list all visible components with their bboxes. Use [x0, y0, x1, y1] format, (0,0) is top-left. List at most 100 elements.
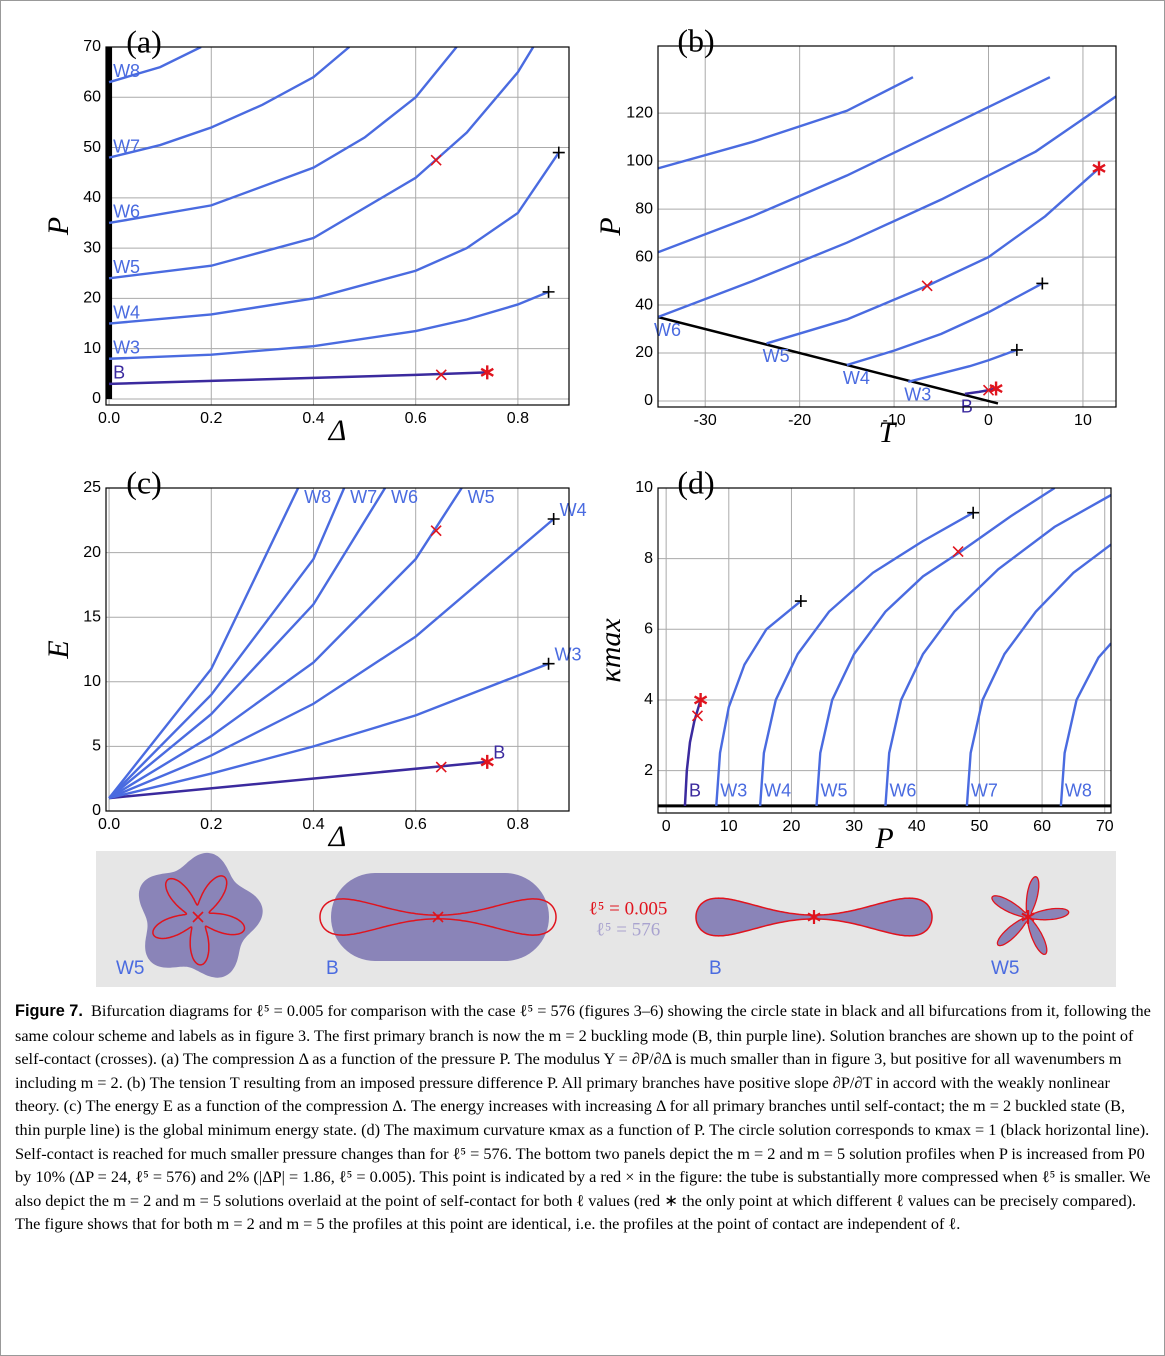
marker	[952, 546, 964, 558]
x-tick-label: 0.0	[98, 410, 120, 427]
series-label: W7	[350, 487, 377, 507]
marker	[1036, 277, 1049, 290]
series-line	[715, 600, 802, 807]
series-label: W7	[113, 136, 140, 156]
x-tick-label: 60	[1033, 818, 1051, 835]
x-tick-label: 70	[1096, 818, 1114, 835]
y-tick-label: 50	[83, 139, 101, 156]
series-line	[658, 95, 1116, 319]
series-label: W7	[971, 781, 998, 801]
x-tick-label: 0	[662, 818, 671, 835]
x-tick-label: 20	[783, 818, 801, 835]
series-label: W4	[560, 500, 587, 520]
marker	[435, 369, 447, 381]
series-label: W3	[904, 385, 931, 405]
x-tick-label: 10	[720, 818, 738, 835]
series-label: W3	[555, 644, 582, 664]
x-tick-label: 0.4	[302, 410, 324, 427]
marker	[1010, 343, 1023, 356]
x-tick-label: 10	[1074, 412, 1092, 429]
series-label: W5	[763, 346, 790, 366]
series-line	[108, 488, 387, 800]
x-tick-label: 30	[845, 818, 863, 835]
marker	[989, 381, 1003, 396]
x-tick-label: 0.8	[507, 410, 529, 427]
panel-label: (a)	[126, 23, 162, 59]
y-axis-label: P	[594, 217, 627, 236]
x-tick-label: 0.6	[405, 816, 427, 833]
panel-label: (b)	[677, 22, 714, 58]
plot-area	[106, 488, 569, 811]
y-tick-label: 120	[626, 104, 653, 121]
series-line	[108, 47, 202, 84]
series-label: W4	[843, 368, 870, 388]
axes-frame	[105, 487, 570, 812]
marker	[430, 154, 442, 166]
figure: W5 B B W5 ℓ⁵ = 0.005 ℓ⁵ = 576 0.0 0.2 0.4 0…	[42, 22, 1117, 987]
x-axis-label: P	[874, 822, 893, 855]
series-label: W8	[304, 487, 331, 507]
series-label: W3	[113, 337, 140, 357]
y-tick-label: 5	[92, 738, 101, 755]
y-tick-label: 6	[644, 621, 653, 638]
marker	[691, 710, 704, 722]
x-tick-label: 0	[984, 412, 993, 429]
marker	[794, 595, 807, 608]
marker	[552, 146, 565, 159]
profile-strip	[96, 851, 1116, 987]
marker	[1092, 161, 1106, 176]
profile-point	[1021, 910, 1035, 924]
x-axis-label: T	[879, 416, 898, 449]
series-line	[108, 518, 555, 800]
series-line	[758, 511, 974, 807]
series-line	[965, 543, 1111, 807]
series-label: W8	[113, 61, 140, 81]
y-tick-label: 2	[644, 762, 653, 779]
y-tick-label: 0	[92, 390, 101, 407]
y-tick-label: 4	[644, 691, 653, 708]
x-axis-label: Δ	[328, 820, 347, 853]
y-tick-label: 40	[83, 189, 101, 206]
series-line	[766, 167, 1100, 345]
profile-point	[807, 910, 821, 924]
series-label: W3	[720, 781, 747, 801]
series-label: W6	[113, 202, 140, 222]
series-line	[109, 290, 550, 360]
profile-label: B	[326, 958, 339, 979]
profile-legend: ℓ⁵ = 576	[596, 919, 660, 940]
y-tick-label: 20	[83, 544, 101, 561]
profile-point	[192, 911, 204, 923]
series-label: B	[689, 781, 701, 801]
series-label: W6	[391, 487, 418, 507]
series-line	[108, 47, 535, 280]
y-tick-label: 0	[644, 392, 653, 409]
x-tick-label: 0.2	[200, 410, 222, 427]
series-line	[658, 76, 914, 170]
marker	[967, 506, 980, 519]
series-label: W8	[1065, 781, 1092, 801]
y-tick-label: 8	[644, 550, 653, 567]
series-line	[108, 151, 560, 325]
profile-shape	[331, 873, 549, 961]
marker	[547, 513, 560, 526]
series-line	[108, 662, 549, 800]
plot-area	[106, 47, 569, 405]
series-line	[1059, 642, 1111, 807]
y-tick-label: 20	[635, 344, 653, 361]
y-tick-label: 60	[83, 88, 101, 105]
marker	[480, 365, 494, 380]
y-tick-label: 70	[83, 38, 101, 55]
panel-label: (d)	[677, 464, 714, 500]
x-tick-label: 0.0	[98, 816, 120, 833]
series-label: W4	[764, 781, 791, 801]
y-tick-label: 15	[83, 608, 101, 625]
x-tick-label: 0.6	[405, 410, 427, 427]
x-tick-label: -30	[694, 412, 717, 429]
y-tick-label: 10	[83, 340, 101, 357]
axes-frame	[657, 45, 1117, 408]
series-label: B	[113, 363, 125, 383]
series-label: W5	[821, 781, 848, 801]
series-line	[658, 315, 999, 405]
y-tick-label: 30	[83, 239, 101, 256]
